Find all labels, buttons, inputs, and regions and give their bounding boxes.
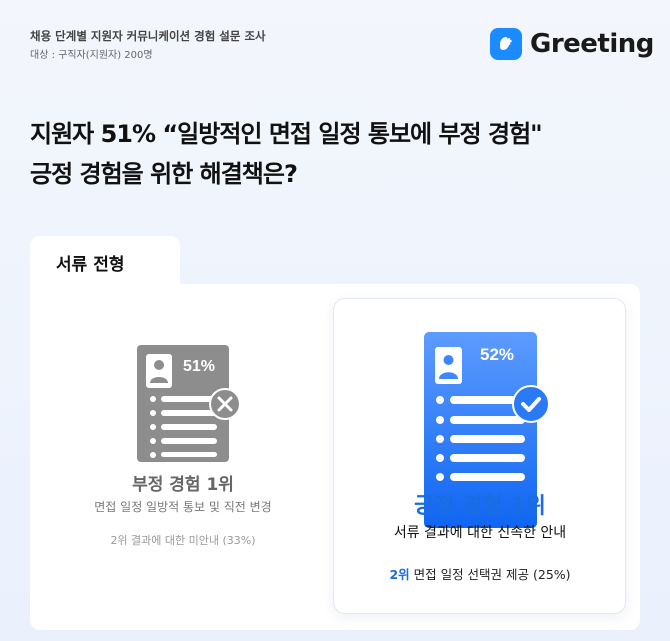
headline-line1: 지원자 51% “일방적인 면접 일정 통보에 부정 경험" bbox=[30, 120, 543, 148]
positive-second: 2위 면접 일정 선택권 제공 (25%) bbox=[330, 564, 630, 583]
survey-title: 채용 단계별 지원자 커뮤니케이션 경험 설문 조사 bbox=[30, 29, 266, 43]
document-positive-icon: 52% bbox=[424, 332, 550, 528]
tab-document-screening[interactable]: 서류 전형 bbox=[30, 236, 180, 288]
negative-desc: 면접 일정 일방적 통보 및 직전 변경 bbox=[94, 500, 272, 514]
positive-title: 긍정 경험 1위 bbox=[414, 494, 546, 519]
second-text: 면접 일정 선택권 제공 (25%) bbox=[409, 567, 571, 582]
negative-percent: 51% bbox=[183, 358, 215, 375]
positive-percent: 52% bbox=[480, 345, 514, 364]
positive-desc: 서류 결과에 대한 신속한 안내 bbox=[393, 525, 567, 541]
negative-second: 2위 결과에 대한 미안내 (33%) bbox=[110, 534, 256, 547]
survey-target: 대상 : 구직자(지원자) 200명 bbox=[30, 50, 153, 61]
second-rank: 2위 bbox=[389, 567, 410, 582]
brand-name: Greeting bbox=[530, 29, 654, 59]
check-icon bbox=[512, 385, 550, 423]
hand-wave-icon bbox=[490, 28, 522, 60]
headline-line2: 긍정 경험을 위한 해결책은? bbox=[30, 160, 298, 188]
document-negative-icon: 51% bbox=[137, 345, 241, 462]
negative-title: 부정 경험 1위 bbox=[132, 475, 234, 495]
greeting-logo: Greeting bbox=[490, 28, 654, 60]
